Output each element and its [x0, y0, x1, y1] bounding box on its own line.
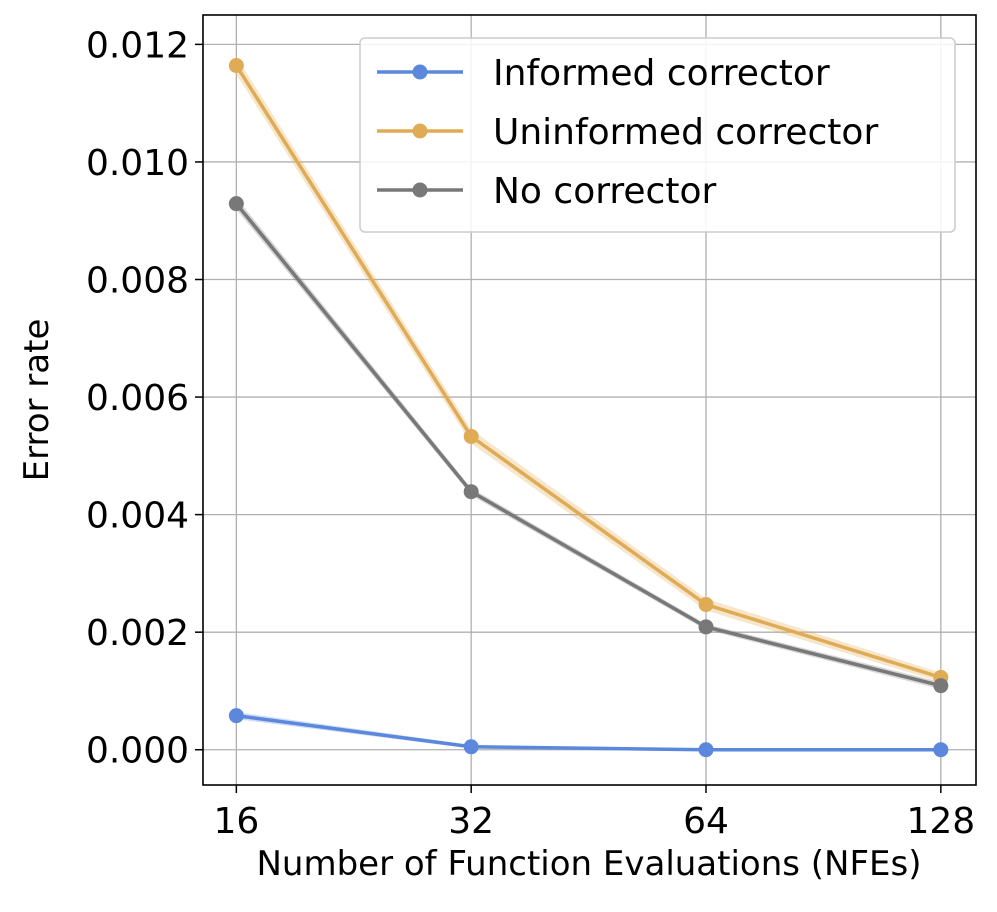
data-point [463, 428, 479, 444]
series-lines [228, 58, 949, 758]
x-axis-label: Number of Function Evaluations (NFEs) [256, 844, 921, 884]
plot-frame [202, 14, 977, 786]
y-tick-label: 0.012 [86, 25, 189, 66]
series-line [236, 713, 941, 752]
data-point [933, 678, 949, 694]
x-tick-label: 128 [906, 801, 975, 842]
legend-label: Uninformed corrector [493, 112, 878, 153]
legend-marker [412, 182, 428, 198]
legend-box [359, 37, 956, 233]
y-tick-label: 0.004 [86, 496, 189, 537]
data-point [698, 742, 714, 758]
y-tick-label: 0.008 [86, 261, 189, 302]
data-point [228, 196, 244, 212]
data-point [698, 597, 714, 613]
y-tick-label: 0.006 [86, 378, 189, 419]
legend-marker [412, 123, 428, 139]
y-tick-label: 0.010 [86, 143, 189, 184]
legend-label: No corrector [493, 171, 716, 212]
error-band [236, 197, 941, 690]
x-tick-label: 64 [683, 801, 729, 842]
data-point [933, 742, 949, 758]
data-point [463, 739, 479, 755]
y-axis-label: Error rate [17, 319, 57, 482]
ticks: 16 32 64 128 0.000 0.002 0.004 0.006 0.008 0.010 0… [86, 25, 975, 842]
legend: Informed corrector Uninformed corrector No… [359, 37, 956, 233]
legend-marker [412, 64, 428, 80]
series-line [234, 202, 942, 688]
series-line [234, 64, 942, 680]
x-tick-label: 16 [213, 801, 259, 842]
data-point [698, 619, 714, 635]
data-point [463, 484, 479, 500]
y-tick-label: 0.000 [86, 731, 189, 772]
data-point [228, 708, 244, 724]
data-point [228, 58, 244, 74]
y-tick-label: 0.002 [86, 613, 189, 654]
legend-label: Informed corrector [493, 53, 830, 94]
x-tick-label: 32 [448, 801, 494, 842]
